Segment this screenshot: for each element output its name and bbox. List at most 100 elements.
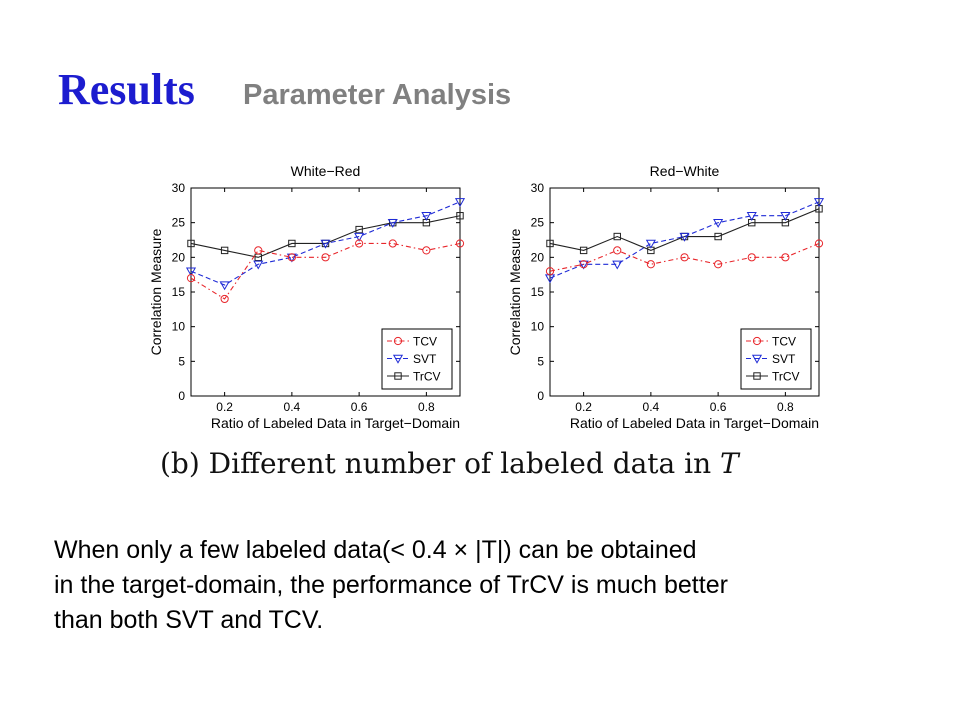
series-line-trcv — [549, 208, 820, 251]
series-tcv — [186, 239, 465, 304]
data-point-tcv — [714, 260, 723, 269]
data-point-svt — [645, 239, 656, 249]
data-point-tcv — [254, 246, 263, 255]
caption-text: (b) Different number of labeled data in — [160, 447, 721, 480]
data-point-tcv — [781, 253, 790, 262]
legend-item-tcv: TCV — [746, 335, 796, 349]
data-point-tcv — [388, 239, 397, 248]
slide-subtitle: Parameter Analysis — [243, 79, 512, 111]
series-line-tcv — [190, 242, 461, 300]
x-axis-label: Ratio of Labeled Data in Target−Domain — [570, 415, 819, 431]
legend-marker — [393, 336, 403, 346]
x-tick-label: 0.4 — [643, 400, 660, 414]
data-point-tcv — [287, 253, 296, 262]
data-point-tcv — [646, 260, 655, 269]
data-point-tcv — [220, 294, 229, 304]
data-point-tcv — [579, 260, 588, 269]
x-tick-label: 0.2 — [216, 400, 233, 414]
data-point-svt — [320, 239, 331, 249]
data-point-svt — [354, 232, 365, 242]
data-point-tcv — [680, 253, 689, 262]
figure-caption: (b) Different number of labeled data in … — [160, 447, 840, 480]
y-axis-label: Correlation Measure — [507, 228, 523, 355]
data-point-svt — [219, 281, 230, 291]
chart-red-white: Red−White 0 5 10 15 20 25 30 0.2 0.4 0.6 0.8 Ratio o… — [507, 158, 852, 438]
data-point-tcv — [321, 253, 330, 262]
legend-box — [381, 328, 453, 390]
legend-item-svt: SVT — [387, 352, 437, 366]
data-point-trcv — [714, 232, 722, 241]
data-point-trcv — [288, 239, 296, 248]
data-point-trcv — [613, 232, 621, 241]
legend-label: SVT — [772, 352, 796, 366]
y-tick-label: 5 — [178, 354, 185, 368]
data-point-trcv — [579, 246, 588, 255]
body-line: in the target-domain, the performance of… — [54, 571, 728, 599]
y-tick-label: 30 — [172, 181, 186, 195]
legend-item-trcv: TrCV — [387, 370, 441, 384]
x-tick-label: 0.4 — [284, 400, 301, 414]
series-line-svt — [549, 201, 820, 279]
series-line-tcv — [549, 242, 820, 272]
caption-variable: T — [720, 447, 739, 480]
legend-marker — [392, 354, 404, 364]
legend: TCV SVT TrCV — [740, 328, 812, 390]
legend-label: TCV — [413, 335, 437, 349]
data-point-tcv — [186, 274, 196, 283]
x-tick-label: 0.6 — [351, 400, 368, 414]
legend-marker — [753, 372, 761, 380]
series-line-trcv — [190, 215, 461, 258]
body-line: When only a few labeled data(< 0.4 × |T|… — [54, 536, 697, 564]
slide-title: Results — [58, 65, 195, 114]
data-point-svt — [185, 267, 197, 277]
series-line-svt — [190, 201, 461, 286]
y-tick-label: 20 — [531, 250, 545, 264]
data-point-tcv — [422, 246, 431, 255]
y-tick-label: 25 — [172, 216, 186, 230]
x-tick-label: 0.8 — [777, 400, 794, 414]
y-tick-label: 10 — [172, 320, 186, 334]
y-tick-label: 30 — [531, 181, 545, 195]
y-tick-label: 20 — [172, 250, 186, 264]
legend-label: TrCV — [772, 370, 800, 384]
data-point-tcv — [613, 246, 622, 255]
data-point-svt — [780, 212, 791, 221]
x-tick-label: 0.2 — [575, 400, 592, 414]
body-paragraph: When only a few labeled data(< 0.4 × |T|… — [54, 533, 934, 638]
legend: TCV SVT TrCV — [381, 328, 453, 390]
legend-label: TrCV — [413, 370, 441, 384]
series-svt — [185, 198, 466, 291]
data-point-svt — [421, 212, 432, 221]
y-tick-label: 0 — [178, 389, 185, 403]
legend-marker — [752, 336, 762, 346]
y-tick-label: 15 — [172, 285, 186, 299]
series-svt — [544, 198, 825, 284]
data-point-svt — [612, 260, 623, 270]
series-tcv — [545, 239, 824, 276]
data-point-trcv — [220, 246, 229, 255]
data-point-trcv — [355, 225, 363, 234]
chart-white-red: White−Red 0 5 10 15 20 25 30 0.2 0.4 0.6 0.8 Ratio o… — [148, 158, 493, 438]
x-tick-label: 0.8 — [418, 400, 435, 414]
y-tick-label: 25 — [531, 216, 545, 230]
data-point-trcv — [456, 212, 464, 220]
data-point-svt — [813, 198, 825, 208]
y-tick-label: 5 — [537, 354, 544, 368]
legend-item-tcv: TCV — [387, 335, 437, 349]
data-point-svt — [713, 218, 724, 228]
chart-title: White−Red — [291, 163, 361, 179]
data-point-svt — [253, 260, 264, 270]
legend-marker — [394, 372, 402, 380]
legend-item-trcv: TrCV — [746, 370, 800, 384]
chart-title: Red−White — [650, 163, 720, 179]
data-point-tcv — [747, 253, 756, 262]
y-tick-label: 10 — [531, 320, 545, 334]
legend-label: TCV — [772, 335, 796, 349]
data-point-trcv — [187, 239, 195, 248]
data-point-svt — [387, 218, 398, 228]
legend-item-svt: SVT — [746, 352, 796, 366]
x-axis-label: Ratio of Labeled Data in Target−Domain — [211, 415, 460, 431]
legend-marker — [751, 354, 763, 364]
